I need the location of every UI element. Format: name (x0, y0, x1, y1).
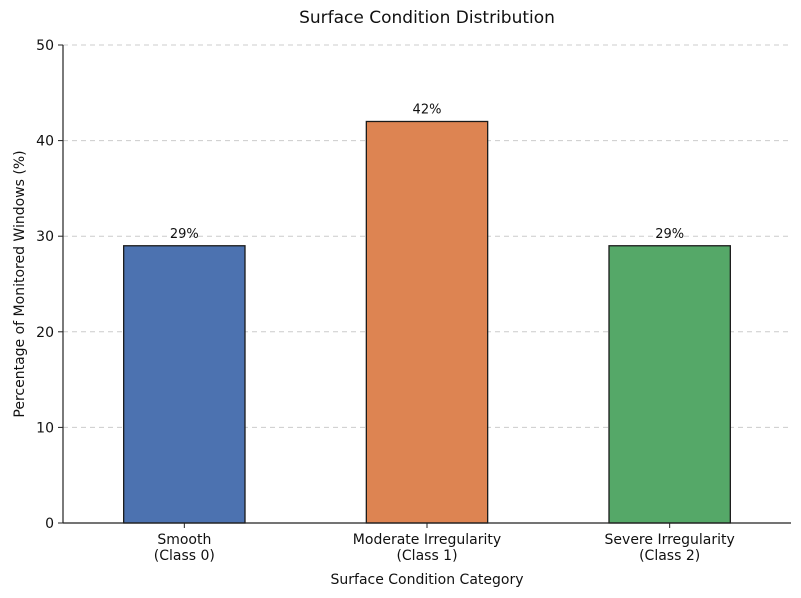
y-tick-label: 40 (36, 134, 54, 150)
x-tick-label: Smooth (157, 532, 211, 548)
bar-layer: 29% 42% 29% (123, 102, 731, 524)
x-tick-label: (Class 0) (154, 548, 215, 564)
x-tick-label: (Class 2) (639, 548, 700, 564)
x-axis-label: Surface Condition Category (331, 572, 524, 588)
x-tick-label: (Class 1) (396, 548, 457, 564)
data-label-2: 42% (413, 102, 442, 117)
x-tick-label: Severe Irregularity (605, 532, 735, 548)
bar-1 (123, 245, 246, 524)
y-tick-label: 50 (36, 38, 54, 54)
chart-title: Surface Condition Distribution (299, 8, 555, 28)
y-tick-label: 0 (45, 516, 54, 532)
axis-layer: 0 10 20 30 40 50 Smooth(Class 0) Moderate Irreg… (36, 38, 791, 564)
data-label-3: 29% (655, 227, 684, 242)
x-tick-label: Moderate Irregularity (353, 532, 501, 548)
bar-3 (608, 245, 731, 524)
y-tick-label: 10 (36, 420, 54, 436)
y-axis-label: Percentage of Monitored Windows (%) (12, 150, 28, 417)
y-tick-label: 20 (36, 325, 54, 341)
bar-2 (365, 120, 489, 524)
data-label-1: 29% (170, 227, 199, 242)
y-tick-label: 30 (36, 229, 54, 245)
